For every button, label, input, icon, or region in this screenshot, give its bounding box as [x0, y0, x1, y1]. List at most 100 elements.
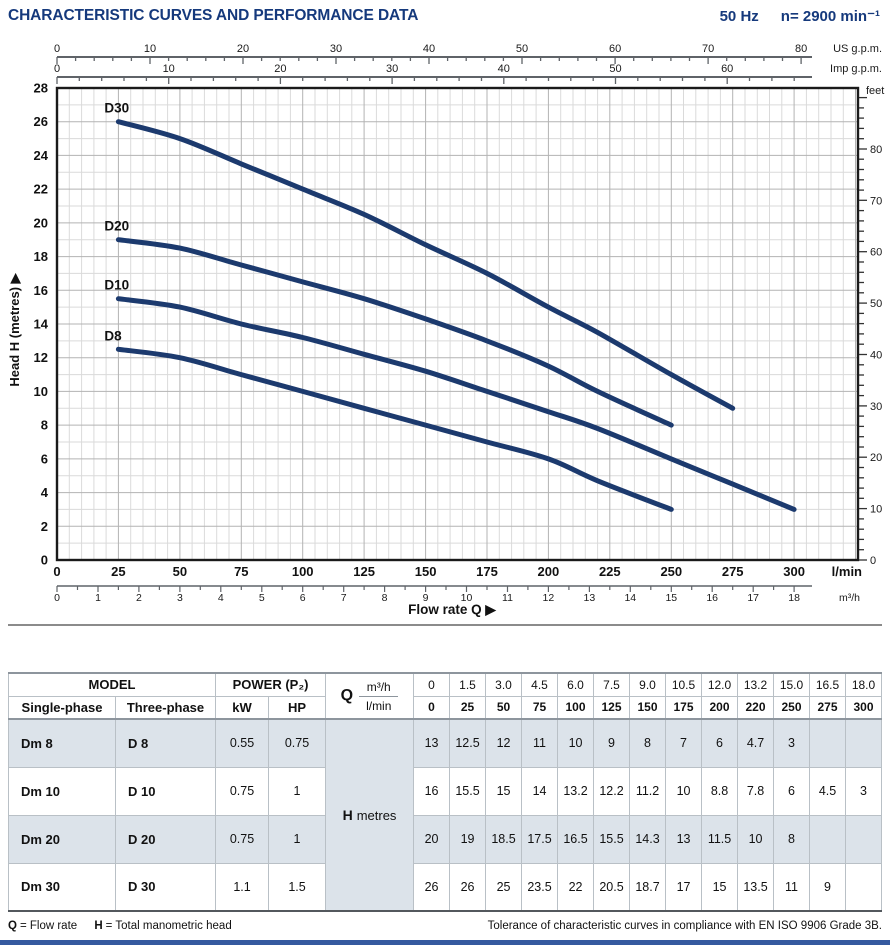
head-value: 26	[413, 862, 451, 912]
lmin-flow-value: 50	[485, 695, 523, 720]
head-value: 16.5	[557, 814, 595, 864]
hp-value: 1.5	[268, 862, 327, 912]
svg-text:6: 6	[41, 451, 48, 466]
three-phase-model: D 8	[114, 718, 217, 768]
h-definition-text: = Total manometric head	[105, 920, 232, 932]
head-value: 15	[485, 766, 523, 816]
three-phase-header: Three-phase	[114, 695, 217, 720]
svg-text:12: 12	[34, 350, 48, 365]
head-value: 10	[557, 718, 595, 768]
head-value: 15.5	[449, 766, 487, 816]
head-value: 16	[413, 766, 451, 816]
head-value: 13	[665, 814, 703, 864]
head-value: 12	[485, 718, 523, 768]
three-phase-model: D 30	[114, 862, 217, 912]
axis-feet: 0 10 20 30 40 50 60 70 80 feet	[859, 85, 884, 567]
hp-value: 1	[268, 814, 327, 864]
m3h-flow-value: 7.5	[593, 672, 631, 697]
m3h-flow-value: 10.5	[665, 672, 703, 697]
page-title: CHARACTERISTIC CURVES AND PERFORMANCE DA…	[8, 7, 419, 24]
curve-label-d20: D20	[104, 219, 129, 234]
svg-text:14: 14	[34, 317, 49, 332]
svg-text:80: 80	[795, 43, 807, 55]
head-value: 12.2	[593, 766, 631, 816]
svg-text:50: 50	[516, 43, 528, 55]
head-value: 12.5	[449, 718, 487, 768]
svg-text:100: 100	[292, 564, 314, 579]
svg-text:2: 2	[41, 519, 48, 534]
curve-label-d8: D8	[104, 328, 122, 343]
svg-text:60: 60	[870, 247, 882, 259]
head-value: 6	[701, 718, 739, 768]
svg-text:80: 80	[870, 144, 882, 156]
three-phase-model: D 10	[114, 766, 217, 816]
legend-note: Q = Flow rate H = Total manometric head	[8, 920, 246, 932]
svg-text:14: 14	[624, 592, 636, 604]
m3h-unit-label: m³/h	[359, 679, 399, 697]
q-symbol: Q	[340, 687, 354, 704]
head-value: 11.2	[629, 766, 667, 816]
power-header: POWER (P₂)	[215, 672, 327, 697]
head-value	[845, 862, 883, 912]
table-row-d30: Dm 30 D 30 1.1 1.5 26 26 25 23.5 22 20.5 18.7 17 15 1…	[8, 862, 883, 912]
bottom-accent-bar	[0, 940, 890, 945]
head-value: 14.3	[629, 814, 667, 864]
svg-text:20: 20	[34, 215, 48, 230]
lmin-flow-value: 175	[665, 695, 703, 720]
head-value: 11	[773, 862, 811, 912]
svg-text:10: 10	[870, 504, 882, 516]
head-value: 7.8	[737, 766, 775, 816]
head-value	[845, 718, 883, 768]
head-value: 13.2	[557, 766, 595, 816]
lmin-flow-value: 250	[773, 695, 811, 720]
q-definition-text: = Flow rate	[19, 920, 78, 932]
lmin-flow-value: 275	[809, 695, 847, 720]
lmin-flow-value: 125	[593, 695, 631, 720]
svg-text:10: 10	[461, 592, 473, 604]
svg-text:4: 4	[218, 592, 224, 604]
single-phase-model: Dm 30	[8, 862, 116, 912]
grid-major	[57, 88, 858, 560]
svg-text:20: 20	[237, 43, 249, 55]
svg-text:10: 10	[144, 43, 156, 55]
head-value	[845, 814, 883, 864]
svg-text:17: 17	[747, 592, 759, 604]
svg-text:225: 225	[599, 564, 621, 579]
head-value: 26	[449, 862, 487, 912]
three-phase-model: D 20	[114, 814, 217, 864]
svg-text:10: 10	[163, 63, 175, 75]
svg-text:75: 75	[234, 564, 248, 579]
frequency-speed-label: 50 Hz n= 2900 min⁻¹	[720, 7, 880, 25]
head-value: 8.8	[701, 766, 739, 816]
m3h-flow-value: 13.2	[737, 672, 775, 697]
tolerance-note: Tolerance of characteristic curves in co…	[487, 920, 882, 932]
head-value: 9	[593, 718, 631, 768]
head-value: 13	[413, 718, 451, 768]
svg-text:5: 5	[259, 592, 265, 604]
svg-text:16: 16	[34, 283, 48, 298]
head-value	[809, 718, 847, 768]
characteristic-curves-chart: 0 10 20 30 40 50 60 70 80 US g.p.m.0 10 20 30 40 50 60 I…	[7, 43, 884, 626]
svg-text:16: 16	[706, 592, 718, 604]
svg-text:0: 0	[54, 43, 60, 55]
hp-value: 1	[268, 766, 327, 816]
svg-text:50: 50	[609, 63, 621, 75]
kw-value: 0.75	[215, 814, 270, 864]
head-value: 3	[773, 718, 811, 768]
table-row-d10: Dm 10 D 10 0.75 1 16 15.5 15 14 13.2 12.2 11.2 10 8.…	[8, 766, 883, 816]
lmin-flow-value: 25	[449, 695, 487, 720]
svg-text:40: 40	[870, 350, 882, 362]
svg-text:18: 18	[788, 592, 800, 604]
head-value: 9	[809, 862, 847, 912]
table-row-d20: Dm 20 D 20 0.75 1 20 19 18.5 17.5 16.5 15.5 14.3 13…	[8, 814, 883, 864]
kw-value: 0.75	[215, 766, 270, 816]
head-value: 17	[665, 862, 703, 912]
svg-text:50: 50	[173, 564, 187, 579]
svg-text:60: 60	[609, 43, 621, 55]
svg-text:2: 2	[136, 592, 142, 604]
svg-text:0: 0	[870, 555, 876, 567]
svg-text:40: 40	[498, 63, 510, 75]
svg-text:24: 24	[34, 148, 49, 163]
